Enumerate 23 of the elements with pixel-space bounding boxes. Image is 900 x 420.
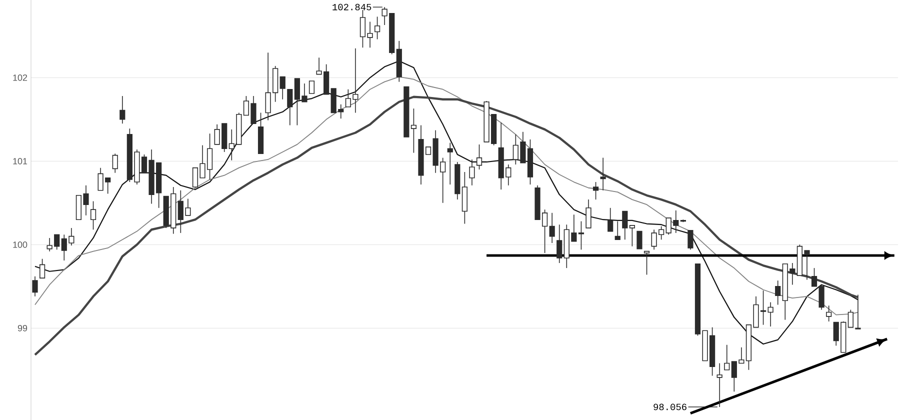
candlestick [549, 212, 555, 244]
candlestick [716, 362, 722, 408]
candlestick [112, 153, 118, 174]
annotation: 102.845 [332, 4, 372, 10]
y-tick-label: 99 [18, 324, 28, 332]
candlestick [600, 157, 606, 191]
candlestick [556, 224, 562, 264]
y-tick-label: 100 [13, 241, 28, 248]
y-tick-label: 102 [13, 74, 28, 81]
candlestick [454, 162, 460, 200]
candlestick [469, 159, 475, 186]
y-tick-label: 101 [13, 158, 28, 164]
candlestick [410, 108, 417, 154]
candlestick [396, 40, 402, 82]
candlestick [120, 96, 126, 124]
candlestick [462, 172, 468, 224]
candlestick [32, 276, 38, 297]
candlestick [447, 142, 453, 185]
annotation: 98.056 [654, 404, 686, 410]
line-series [34, 96, 860, 356]
line-series [34, 60, 859, 345]
candlestick [768, 302, 774, 327]
candlestick [578, 220, 584, 250]
